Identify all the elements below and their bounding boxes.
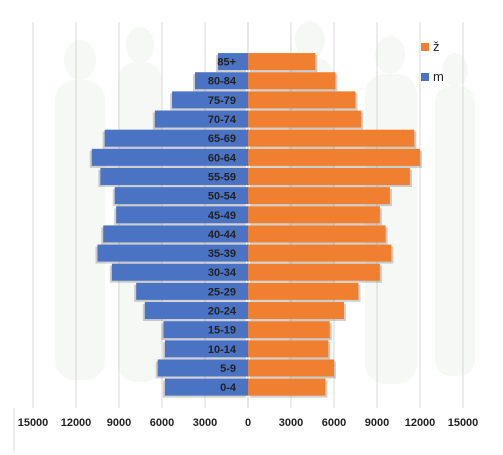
bar-left-55-59 bbox=[100, 167, 248, 185]
bar-right-40-44 bbox=[248, 225, 386, 243]
bar-left-40-44 bbox=[103, 225, 248, 243]
bar-left-85+ bbox=[217, 53, 248, 71]
category-label: 5-9 bbox=[220, 363, 236, 375]
category-label: 40-44 bbox=[208, 229, 237, 241]
x-tick-label: 12000 bbox=[405, 417, 436, 429]
category-label: 35-39 bbox=[208, 248, 236, 260]
category-label: 50-54 bbox=[208, 191, 237, 203]
category-label: 70-74 bbox=[208, 114, 237, 126]
bar-left-80-84 bbox=[194, 72, 248, 90]
x-tick-label: 6000 bbox=[150, 417, 174, 429]
bar-right-80-84 bbox=[248, 72, 336, 90]
category-label: 80-84 bbox=[208, 76, 237, 88]
bar-right-65-69 bbox=[248, 129, 415, 147]
category-label: 55-59 bbox=[208, 171, 236, 183]
bar-left-70-74 bbox=[154, 110, 248, 128]
bar-right-0-4 bbox=[248, 378, 326, 396]
legend-label: ž bbox=[433, 39, 440, 54]
bar-left-5-9 bbox=[157, 359, 248, 377]
category-label: 75-79 bbox=[208, 95, 236, 107]
bar-left-10-14 bbox=[164, 340, 248, 358]
bar-right-85+ bbox=[248, 53, 316, 71]
x-tick-label: 0 bbox=[245, 417, 251, 429]
bar-right-5-9 bbox=[248, 359, 334, 377]
category-labels: 0-4 5-9 10-14 15-19 20-24 25-29 30-34 35-39 40-4… bbox=[208, 57, 237, 395]
category-label: 30-34 bbox=[208, 267, 237, 279]
x-tick-label: 3000 bbox=[279, 417, 303, 429]
bar-left-30-34 bbox=[111, 263, 248, 281]
legend-label: m bbox=[433, 69, 444, 84]
bar-left-25-29 bbox=[136, 282, 248, 300]
x-tick-labels: 15000 12000 9000 6000 3000 0 3000 6000 9000 12000… bbox=[18, 417, 479, 429]
bar-left-20-24 bbox=[144, 302, 248, 320]
category-label: 65-69 bbox=[208, 133, 236, 145]
bar-right-55-59 bbox=[248, 167, 410, 185]
bar-right-10-14 bbox=[248, 340, 329, 358]
bar-left-75-79 bbox=[172, 91, 248, 109]
category-label: 10-14 bbox=[208, 344, 237, 356]
x-tick-label: 6000 bbox=[322, 417, 346, 429]
legend: žm bbox=[421, 39, 444, 84]
bar-right-15-19 bbox=[248, 321, 330, 339]
bar-left-45-49 bbox=[116, 206, 248, 224]
bar-right-70-74 bbox=[248, 110, 362, 128]
x-tick-label: 9000 bbox=[365, 417, 389, 429]
category-label: 85+ bbox=[217, 57, 236, 69]
bars-group bbox=[89, 53, 422, 398]
bar-left-50-54 bbox=[114, 187, 248, 205]
bar-left-35-39 bbox=[97, 244, 248, 262]
category-label: 45-49 bbox=[208, 210, 236, 222]
x-tick-label: 3000 bbox=[193, 417, 217, 429]
legend-swatch bbox=[421, 43, 429, 51]
bar-right-45-49 bbox=[248, 206, 380, 224]
x-tick-label: 12000 bbox=[61, 417, 92, 429]
bar-left-60-64 bbox=[91, 148, 249, 166]
x-tick-label: 15000 bbox=[448, 417, 479, 429]
bar-left-65-69 bbox=[104, 129, 249, 147]
category-label: 60-64 bbox=[208, 152, 237, 164]
bar-right-25-29 bbox=[248, 282, 359, 300]
category-label: 0-4 bbox=[220, 382, 237, 394]
bar-right-20-24 bbox=[248, 302, 345, 320]
bar-right-35-39 bbox=[248, 244, 392, 262]
bar-left-0-4 bbox=[164, 378, 248, 396]
category-label: 15-19 bbox=[208, 325, 236, 337]
x-tick-label: 9000 bbox=[107, 417, 131, 429]
x-tick-label: 15000 bbox=[18, 417, 49, 429]
bar-right-50-54 bbox=[248, 187, 390, 205]
bar-right-60-64 bbox=[248, 148, 420, 166]
category-label: 25-29 bbox=[208, 286, 236, 298]
category-label: 20-24 bbox=[208, 306, 237, 318]
legend-swatch bbox=[421, 73, 429, 81]
bar-left-15-19 bbox=[163, 321, 248, 339]
bar-right-30-34 bbox=[248, 263, 380, 281]
bar-right-75-79 bbox=[248, 91, 356, 109]
